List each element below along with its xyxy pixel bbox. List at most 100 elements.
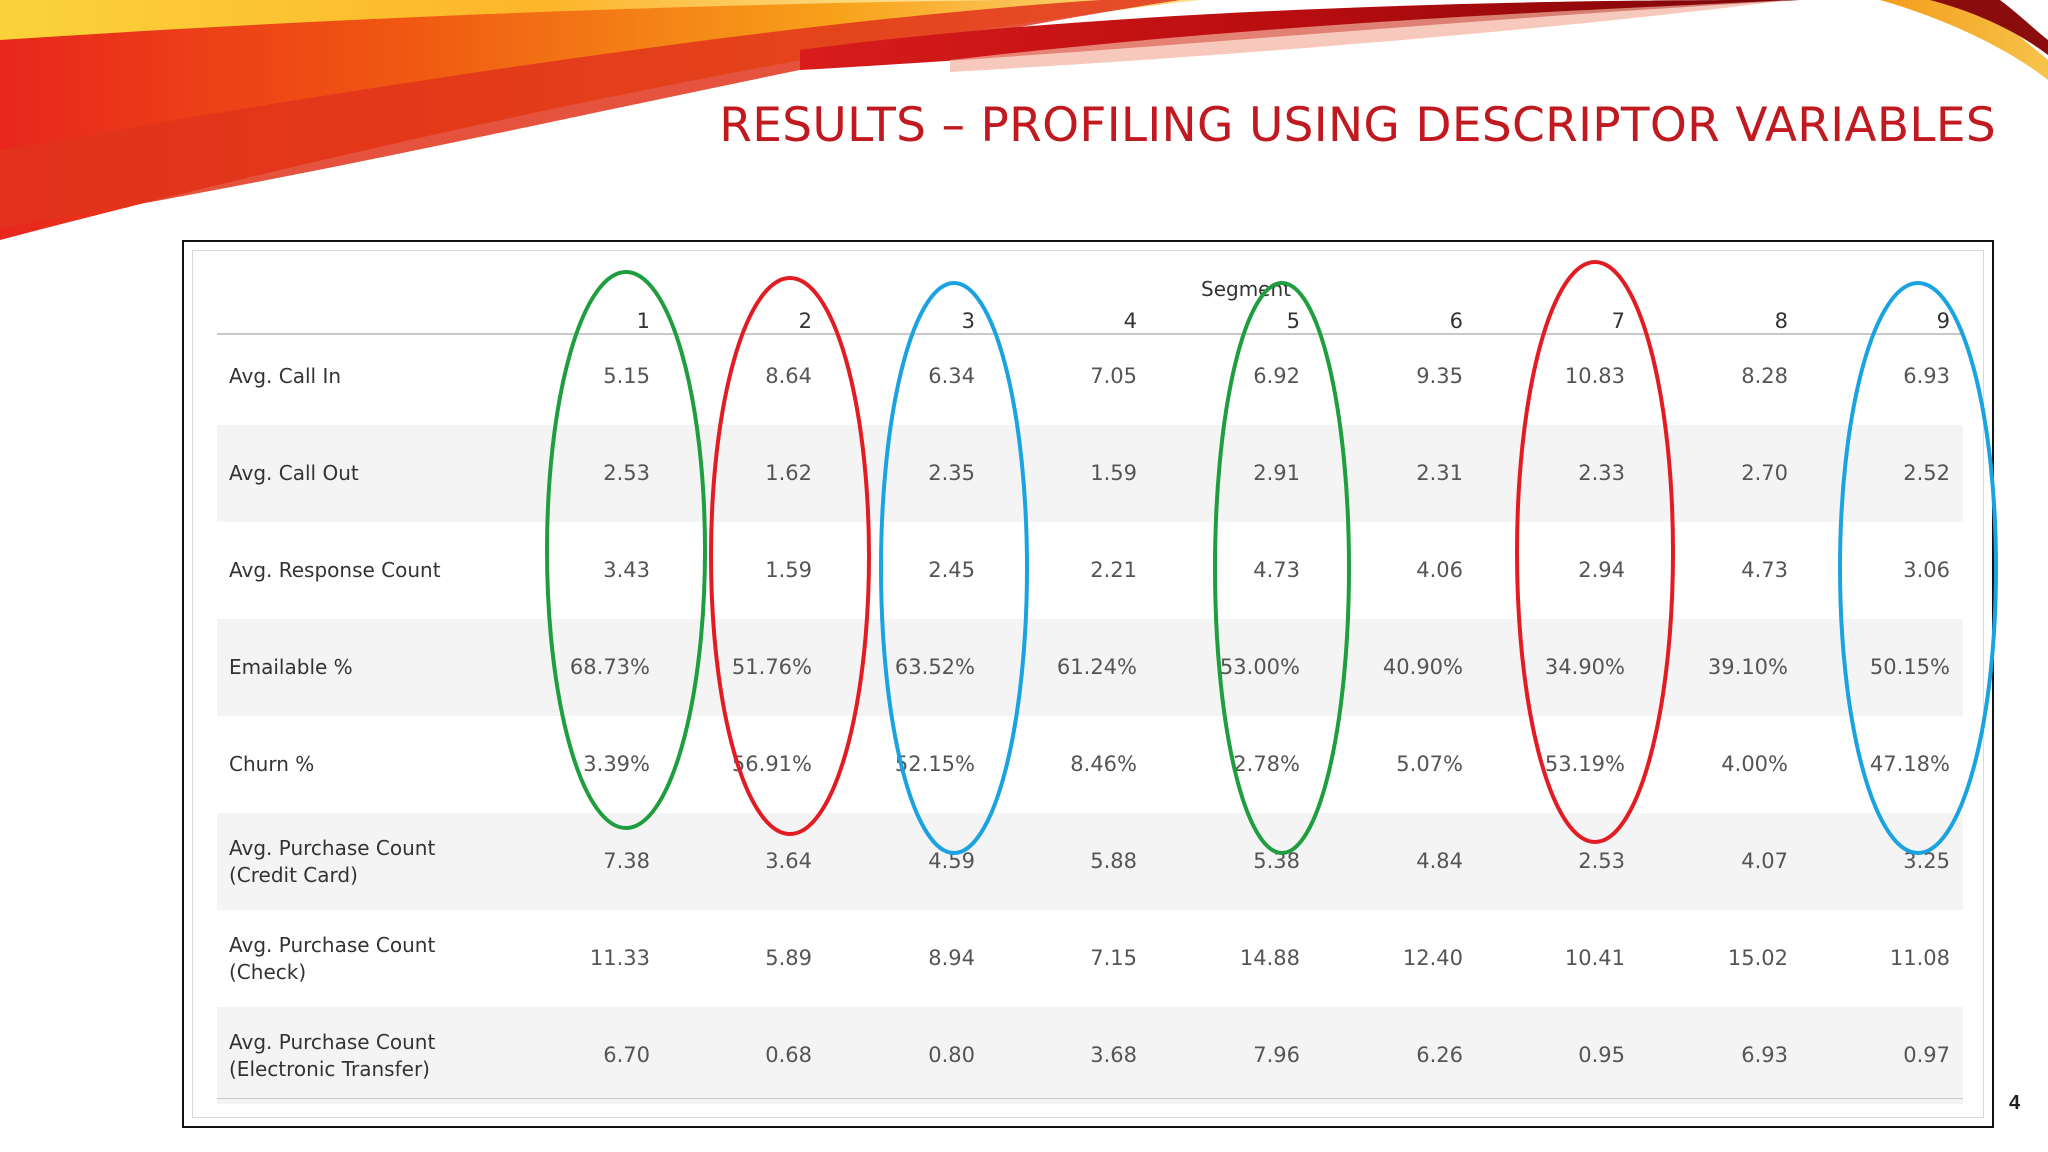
- row-label: Avg. Purchase Count (Check): [229, 932, 435, 986]
- table-cell: 2.53: [603, 460, 650, 485]
- table-cell: 4.84: [1416, 848, 1463, 873]
- table-cell: 7.05: [1090, 363, 1137, 388]
- table-cell: 2.91: [1253, 460, 1300, 485]
- table-row: Avg. Purchase Count (Check) 11.33 5.89 8.94 7…: [217, 910, 1963, 1007]
- table-cell: 63.52%: [894, 654, 975, 679]
- table-row: Avg. Call In 5.15 8.64 6.34 7.05 6.92 9.35 10.8…: [217, 328, 1963, 425]
- table-cell: 40.90%: [1382, 654, 1463, 679]
- table-cell: 6.93: [1741, 1042, 1788, 1067]
- column-header-segment-4: 4: [1123, 309, 1137, 333]
- row-label-line: Emailable %: [229, 655, 353, 679]
- row-label-line: Avg. Call Out: [229, 461, 359, 485]
- table-cell: 5.88: [1090, 848, 1137, 873]
- table-cell: 11.08: [1889, 945, 1950, 970]
- row-label: Avg. Purchase Count (Electronic Transfer): [229, 1029, 435, 1083]
- table-cell: 8.46%: [1070, 751, 1137, 776]
- table-cell: 14.88: [1239, 945, 1300, 970]
- table-cell: 2.33: [1578, 460, 1625, 485]
- row-label-line: Churn %: [229, 752, 315, 776]
- row-label: Emailable %: [229, 654, 353, 681]
- table-cell: 1.59: [765, 557, 812, 582]
- table-cell: 2.21: [1090, 557, 1137, 582]
- table-cell: 11.33: [589, 945, 650, 970]
- table-cell: 1.59: [1090, 460, 1137, 485]
- table-cell: 6.93: [1903, 363, 1950, 388]
- table-cell: 2.52: [1903, 460, 1950, 485]
- table-cell: 52.15%: [894, 751, 975, 776]
- table-cell: 7.96: [1253, 1042, 1300, 1067]
- table-cell: 47.18%: [1869, 751, 1950, 776]
- table-cell: 3.68: [1090, 1042, 1137, 1067]
- table-row: Avg. Purchase Count (Credit Card) 7.38 3.64…: [217, 813, 1963, 910]
- table-cell: 53.19%: [1544, 751, 1625, 776]
- table-cell: 3.25: [1903, 848, 1950, 873]
- table-cell: 0.80: [928, 1042, 975, 1067]
- table-cell: 3.06: [1903, 557, 1950, 582]
- table-cell: 6.26: [1416, 1042, 1463, 1067]
- table-cell: 56.91%: [731, 751, 812, 776]
- table-cell: 7.15: [1090, 945, 1137, 970]
- table-cell: 15.02: [1727, 945, 1788, 970]
- table-cell: 2.94: [1578, 557, 1625, 582]
- table-cell: 6.34: [928, 363, 975, 388]
- table-cell: 10.83: [1564, 363, 1625, 388]
- table-cell: 2.45: [928, 557, 975, 582]
- column-header-segment-8: 8: [1774, 309, 1788, 333]
- table-row: Avg. Response Count 3.43 1.59 2.45 2.21 4.73 4…: [217, 522, 1963, 619]
- slide-number: 4: [2009, 1092, 2021, 1114]
- row-label-line: (Check): [229, 959, 307, 984]
- table-cell: 9.35: [1416, 363, 1463, 388]
- table-cell: 2.70: [1741, 460, 1788, 485]
- row-label-line: Avg. Purchase Count: [229, 1029, 436, 1054]
- table-cell: 3.64: [765, 848, 812, 873]
- table-cell: 2.31: [1416, 460, 1463, 485]
- row-label: Avg. Purchase Count (Credit Card): [229, 835, 435, 889]
- table-cell: 50.15%: [1869, 654, 1950, 679]
- row-label-line: (Electronic Transfer): [229, 1056, 430, 1081]
- table-cell: 4.00%: [1721, 751, 1788, 776]
- table-cell: 8.64: [765, 363, 812, 388]
- row-label-line: Avg. Purchase Count: [229, 932, 436, 957]
- table-cell: 3.43: [603, 557, 650, 582]
- row-label: Avg. Call Out: [229, 460, 359, 487]
- table-cell: 5.15: [603, 363, 650, 388]
- table-cell: 4.73: [1253, 557, 1300, 582]
- table-cell: 39.10%: [1707, 654, 1788, 679]
- slide-title: RESULTS – PROFILING USING DESCRIPTOR VAR…: [719, 98, 1996, 153]
- row-label: Avg. Response Count: [229, 557, 441, 584]
- row-label-line: Avg. Call In: [229, 364, 342, 388]
- row-label-line: Avg. Response Count: [229, 558, 441, 582]
- table-cell: 10.41: [1564, 945, 1625, 970]
- decorative-swoosh: [0, 0, 2048, 240]
- table-cell: 4.59: [928, 848, 975, 873]
- table-row: Avg. Purchase Count (Electronic Transfer)…: [217, 1007, 1963, 1104]
- table-cell: 12.40: [1402, 945, 1463, 970]
- table-cell: 6.70: [603, 1042, 650, 1067]
- row-label-line: (Credit Card): [229, 862, 358, 887]
- table-cell: 6.92: [1253, 363, 1300, 388]
- column-header-segment-6: 6: [1449, 309, 1463, 333]
- table-row: Churn % 3.39% 56.91% 52.15% 8.46% 2.78% 5.07% 5…: [217, 716, 1963, 813]
- table-cell: 53.00%: [1219, 654, 1300, 679]
- table-cell: 2.78%: [1233, 751, 1300, 776]
- table-cell: 4.06: [1416, 557, 1463, 582]
- table-cell: 2.53: [1578, 848, 1625, 873]
- table-row: Emailable % 68.73% 51.76% 63.52% 61.24% 53.00…: [217, 619, 1963, 716]
- table-cell: 3.39%: [583, 751, 650, 776]
- table-cell: 0.97: [1903, 1042, 1950, 1067]
- table-cell: 4.07: [1741, 848, 1788, 873]
- row-label: Avg. Call In: [229, 363, 341, 390]
- table-cell: 2.35: [928, 460, 975, 485]
- table-cell: 7.38: [603, 848, 650, 873]
- bottom-divider: [217, 1098, 1963, 1099]
- segment-group-header: Segment: [1201, 277, 1291, 301]
- row-label: Churn %: [229, 751, 314, 778]
- table-row: Avg. Call Out 2.53 1.62 2.35 1.59 2.91 2.31 2.3…: [217, 425, 1963, 522]
- table-cell: 1.62: [765, 460, 812, 485]
- table-cell: 61.24%: [1056, 654, 1137, 679]
- row-label-line: Avg. Purchase Count: [229, 835, 436, 860]
- table-cell: 5.89: [765, 945, 812, 970]
- table-cell: 34.90%: [1544, 654, 1625, 679]
